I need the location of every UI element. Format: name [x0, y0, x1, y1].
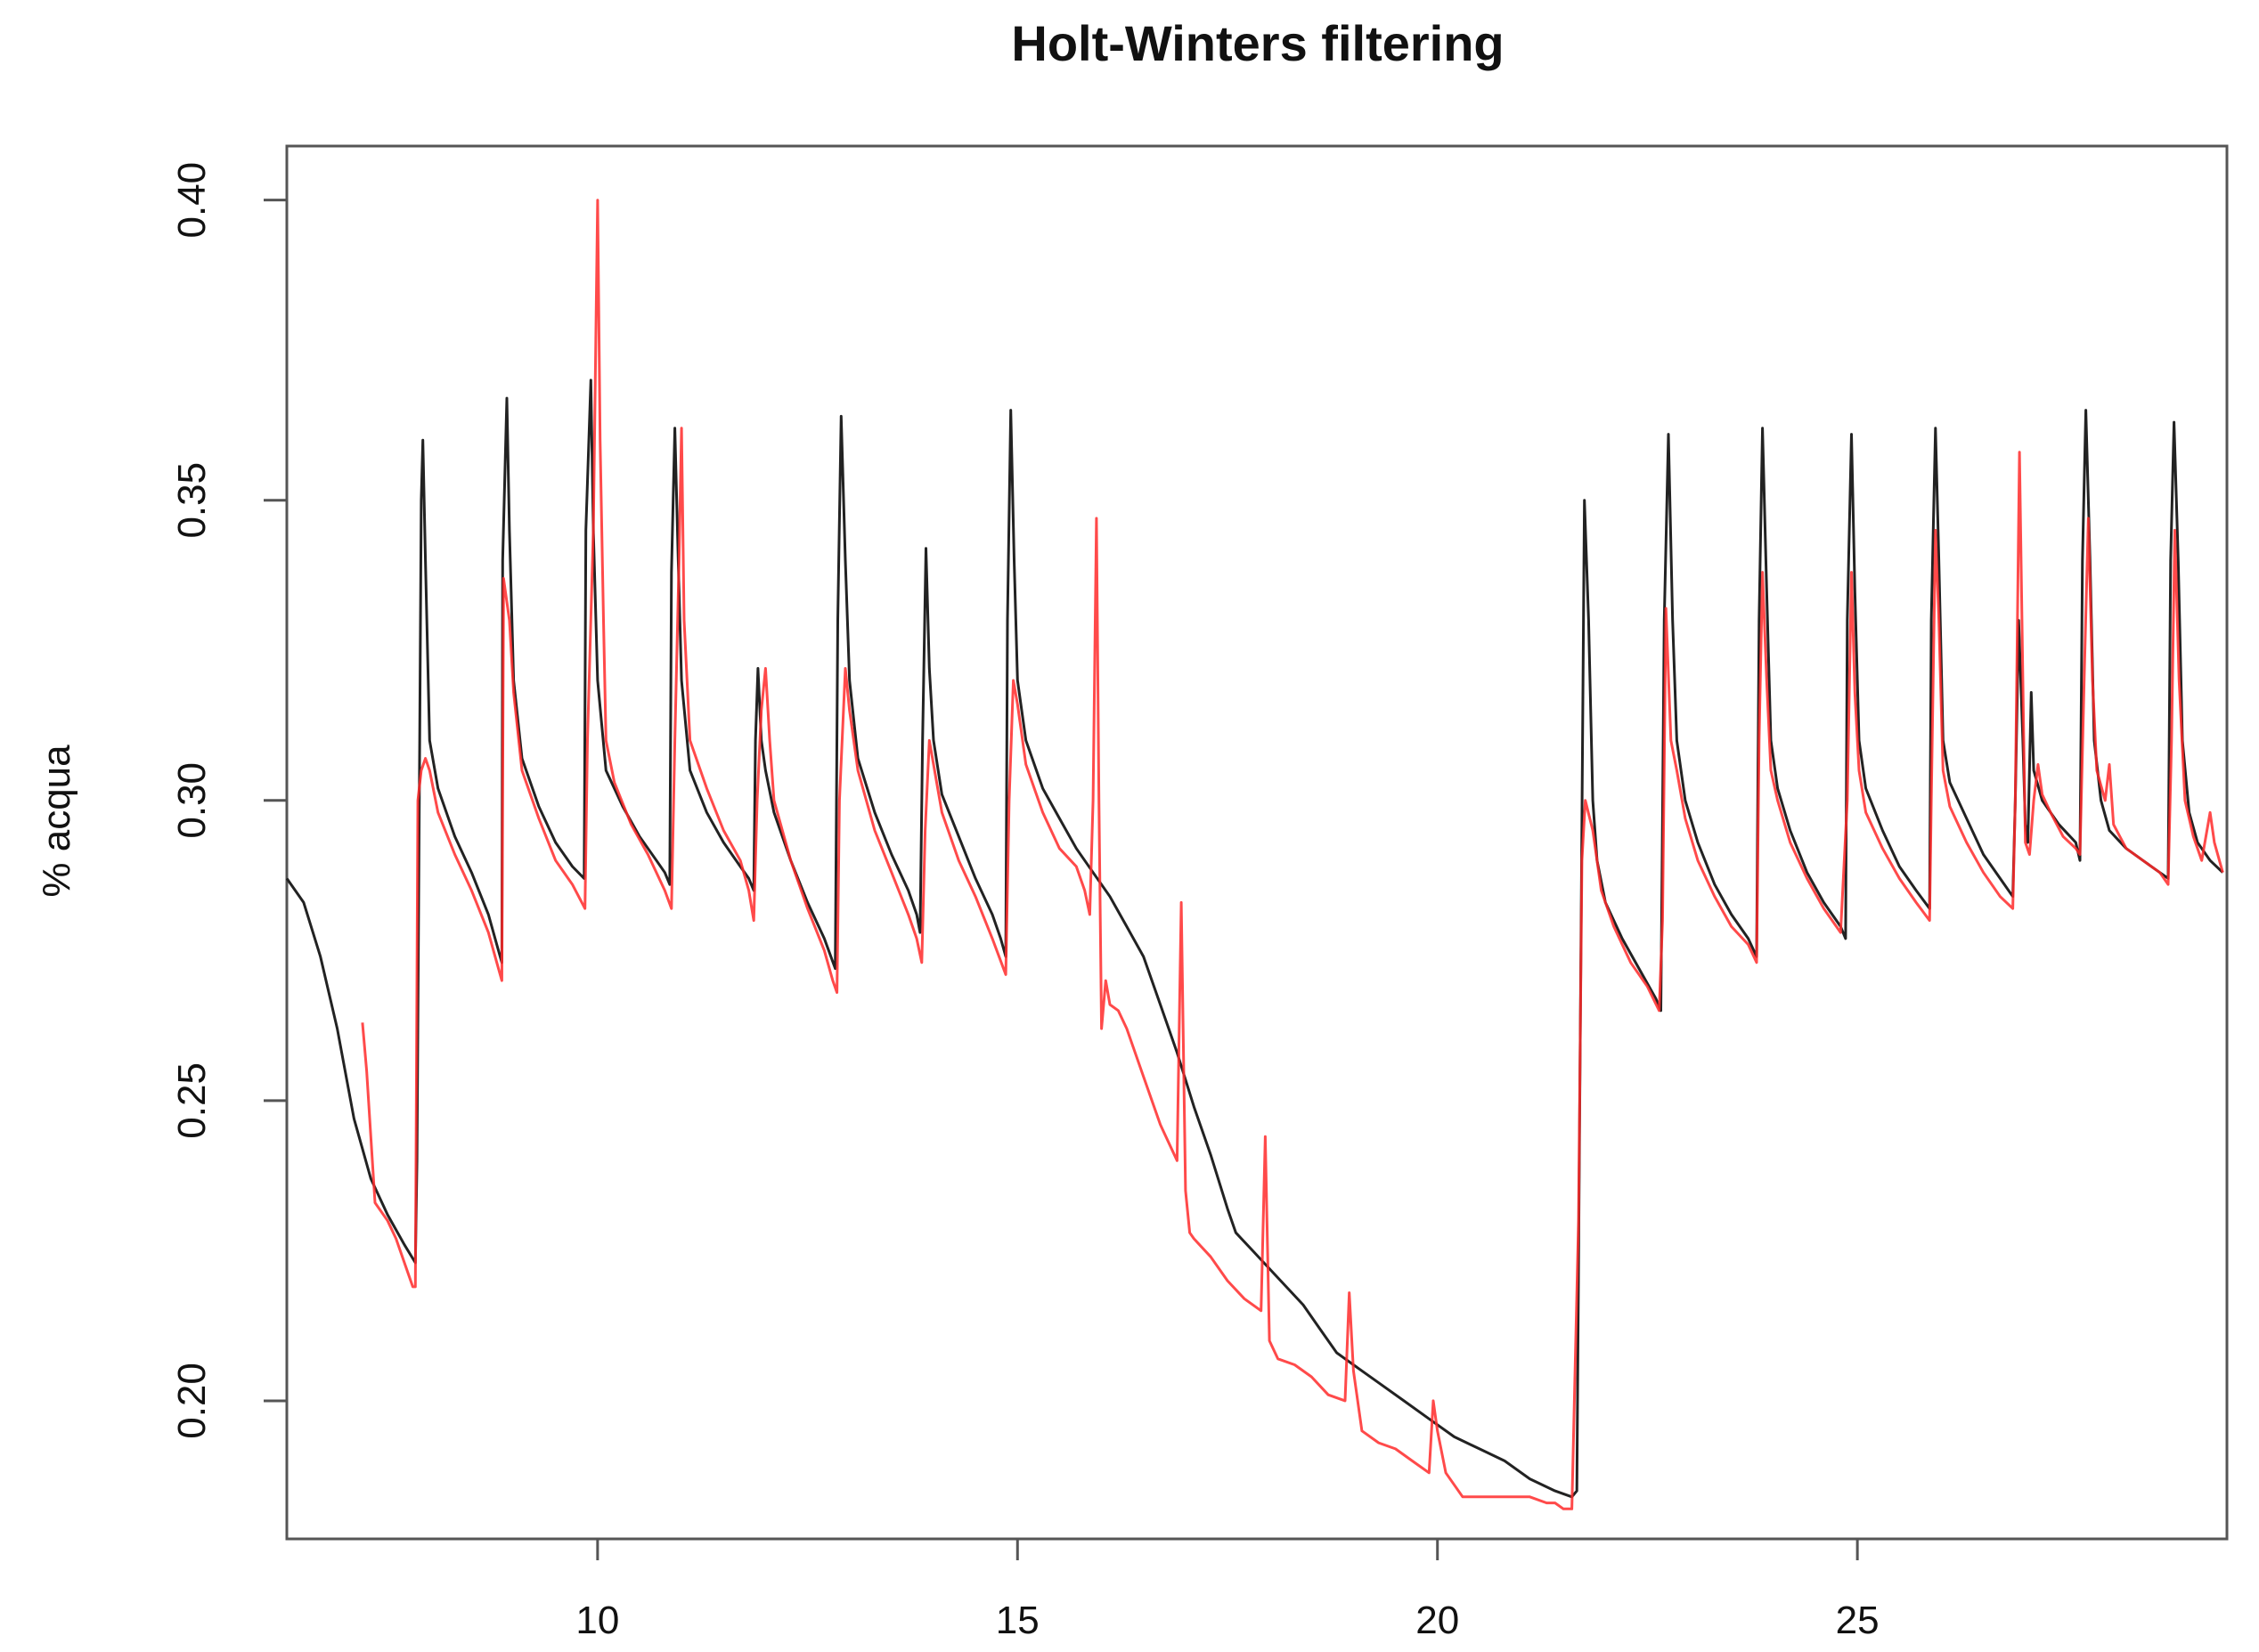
y-tick-label: 0.35: [170, 462, 214, 539]
series-line-fitted: [285, 378, 2224, 1499]
y-axis-label: % acqua: [35, 745, 78, 898]
y-tick-label: 0.40: [170, 162, 214, 239]
x-axis: 10 15 20 25: [575, 1537, 1880, 1642]
x-tick-label: 25: [1836, 1599, 1880, 1642]
x-tick-label: 20: [1415, 1599, 1459, 1642]
y-axis: 0.20 0.25 0.30 0.35 0.40: [170, 162, 289, 1439]
plot-frame: [285, 144, 2229, 1541]
y-tick-label: 0.20: [170, 1363, 214, 1439]
x-tick-label: 10: [575, 1599, 619, 1642]
x-tick-label: 15: [996, 1599, 1040, 1642]
y-tick-label: 0.25: [170, 1062, 214, 1139]
series-layer: [285, 199, 2224, 1510]
chart-title: Holt-Winters filtering: [1011, 15, 1504, 71]
y-tick-label: 0.30: [170, 762, 214, 839]
series-line-observed: [361, 199, 2224, 1510]
